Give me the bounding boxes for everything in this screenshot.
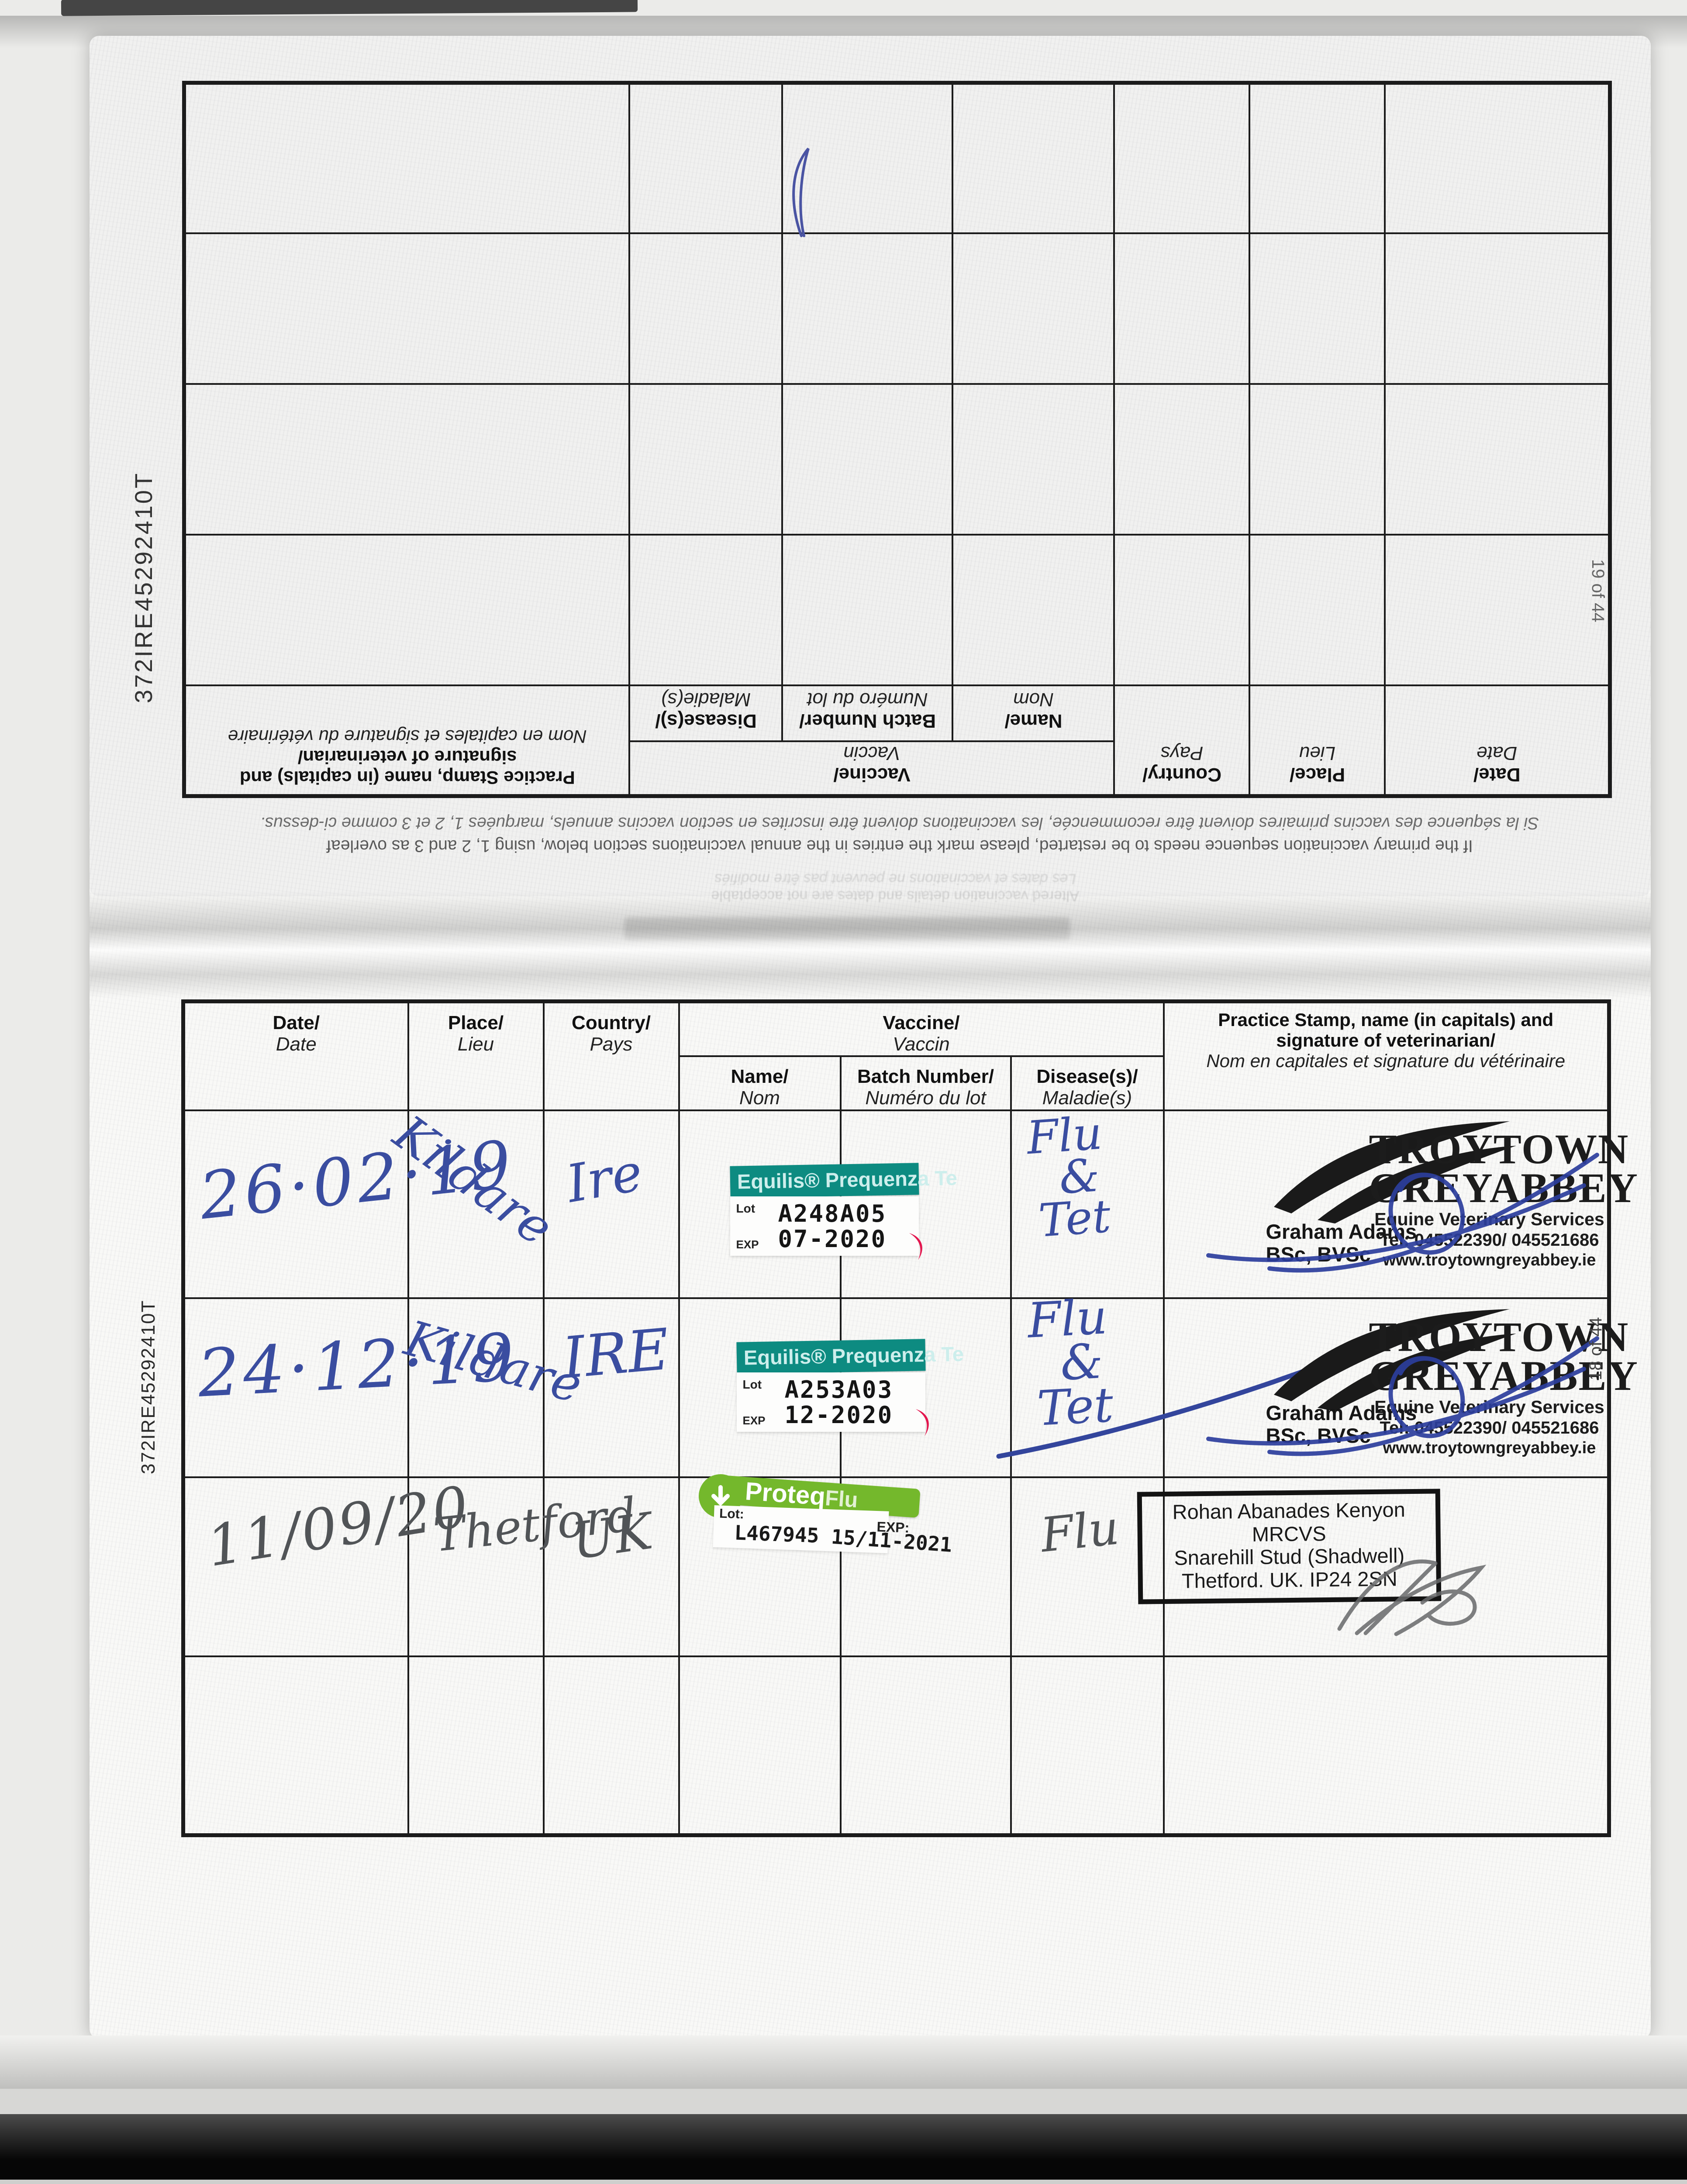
- vaccination-row-1: 26·02·19 Kildare Ire Equilis® Prequenza …: [182, 1105, 1638, 1299]
- header-country: Country/ Pays: [542, 1000, 680, 1111]
- vaccination-row-4-empty: [182, 1655, 1610, 1836]
- sleeve-edge-bottom: [0, 2035, 1687, 2089]
- cell-place: Kildare: [399, 1297, 588, 1478]
- header-date: Date/ Date: [1385, 685, 1610, 796]
- sleeve-edge-top: [61, 0, 638, 16]
- header-batch: Batch Number/ Numéro du lot: [839, 1055, 1012, 1111]
- proteq-arrow-icon: [711, 1485, 730, 1506]
- proteq-brand-bold: Proteq: [744, 1476, 826, 1511]
- cell-country: IRE: [542, 1297, 680, 1478]
- troytown-stamp: TROYTOWN GREYABBEY Equine Veterinary Ser…: [1165, 1299, 1638, 1476]
- empty-cell: [1385, 233, 1610, 384]
- page-fold: [90, 891, 1651, 998]
- header-name: Name/ Nom: [952, 685, 1114, 742]
- cell-date: 24·12·19: [182, 1297, 519, 1478]
- cell-practice-stamp: TROYTOWN GREYABBEY Equine Veterinary Ser…: [1163, 1109, 1638, 1299]
- empty-cell: [1385, 384, 1610, 535]
- vet-qualifications: MRCVS: [1252, 1521, 1326, 1546]
- vet-signature: [1206, 1152, 1599, 1272]
- handwritten-disease: Flu & Tet: [1025, 1106, 1112, 1248]
- cell-vaccine-name: ProteqFlu Lot: L467945 15/11-2021: [678, 1474, 952, 1657]
- cell-batch: [839, 1476, 1012, 1657]
- handwritten-country: IRE: [559, 1316, 672, 1391]
- scan-dark-band: [0, 2114, 1687, 2180]
- handwritten-country: Ire: [562, 1141, 647, 1214]
- header-date: Date/ Date: [182, 1000, 409, 1111]
- empty-cell: [1385, 83, 1610, 234]
- cell-place: Thetford: [407, 1476, 639, 1657]
- cell-place: Kildare: [383, 1105, 563, 1299]
- troytown-stamp: TROYTOWN GREYABBEY Equine Veterinary Ser…: [1165, 1111, 1638, 1297]
- vaccination-table-flipped: Date/ Date Place/ Lieu Country/ Pays Vac…: [182, 81, 1612, 798]
- page-number-top: 19 of 44: [1588, 559, 1608, 622]
- cell-country: UK: [542, 1476, 680, 1657]
- document-code-vertical-bottom: 372IRE45292410T: [138, 1299, 159, 1474]
- cell-disease: Flu: [1010, 1476, 1165, 1657]
- exp-label: EXP: [736, 1237, 759, 1251]
- flipped-top-page: Date/ Date Place/ Lieu Country/ Pays Vac…: [178, 81, 1612, 798]
- lot-label: Lot:: [719, 1506, 744, 1521]
- cell-batch: [839, 1297, 1012, 1478]
- vaccination-row-2: 24·12·19 Kildare IRE Equilis® Prequenza …: [182, 1289, 1638, 1478]
- header-name: Name/ Nom: [678, 1055, 842, 1111]
- vaccination-row-3: 11/09/20 Thetford UK Proteq Flu: [182, 1474, 1610, 1657]
- header-practice-stamp: Practice Stamp, name (in capitals) and s…: [1163, 1000, 1610, 1111]
- restart-note-en: If the primary vaccination sequence need…: [326, 836, 1473, 855]
- header-vaccine: Vaccine/ Vaccin: [678, 1000, 1165, 1057]
- lot-label: Lot: [736, 1201, 756, 1215]
- header-disease: Disease(s)/ Maladie(s): [629, 685, 783, 742]
- exp-label: EXP: [742, 1413, 766, 1427]
- document-code-vertical-top: 372IRE45292410T: [130, 471, 157, 703]
- scan-footer-strip: [0, 2180, 1687, 2184]
- sleeve-edge-bottom-2: [0, 2089, 1687, 2114]
- header-country: Country/ Pays: [1114, 685, 1250, 796]
- header-disease: Disease(s)/ Maladie(s): [1010, 1055, 1165, 1111]
- vaccination-page: Date/ Date Place/ Lieu Country/ Pays Vac…: [181, 999, 1638, 1838]
- vet-signature: [1206, 1336, 1599, 1456]
- vet-signature: [1337, 1559, 1486, 1636]
- header-vaccine: Vaccine/ Vaccin: [629, 741, 1114, 796]
- handwritten-country: UK: [568, 1502, 656, 1571]
- cell-practice-stamp: TROYTOWN GREYABBEY Equine Veterinary Ser…: [1163, 1297, 1638, 1478]
- practice-name-line1: TROYTOWN: [1369, 1313, 1629, 1360]
- pen-stroke-mark: [792, 148, 810, 237]
- practice-phone: Tel: 045522390/ 045521686: [1380, 1230, 1599, 1250]
- cell-batch: [839, 1109, 1012, 1299]
- practice-website: www.troytowngreyabbey.ie: [1383, 1439, 1596, 1458]
- header-batch: Batch Number/ Numéro du lot: [782, 685, 953, 742]
- cell-disease: Flu & Tet: [996, 1289, 1324, 1478]
- lot-label: Lot: [742, 1377, 762, 1391]
- vet-name: Rohan Abanades Kenyon: [1172, 1497, 1405, 1524]
- handwritten-place: Kildare: [383, 1104, 563, 1257]
- lot-number: L467945: [734, 1521, 819, 1547]
- restart-note: If the primary vaccination sequence need…: [227, 813, 1572, 855]
- proteqflu-sticker: ProteqFlu Lot: L467945 15/11-2021: [698, 1474, 952, 1570]
- handwritten-disease: Flu: [1038, 1500, 1121, 1563]
- troytown-wings-logo: [1273, 1309, 1516, 1411]
- cell-date: 11/09/20: [182, 1474, 475, 1657]
- restart-note-fr: Si la séquence des vaccins primaires doi…: [260, 814, 1539, 833]
- practice-website: www.troytowngreyabbey.ie: [1383, 1251, 1596, 1270]
- vaccination-table: Date/ Date Place/ Lieu Country/ Pays Vac…: [181, 999, 1638, 1838]
- cell-country: Ire: [542, 1109, 680, 1299]
- header-place: Place/ Lieu: [1249, 685, 1385, 796]
- cell-date: 26·02·19: [182, 1109, 518, 1299]
- troytown-wings-logo: [1273, 1121, 1516, 1223]
- header-place: Place/ Lieu: [407, 1000, 545, 1111]
- faded-note-fr: Les dates et vaccinations ne peuvent pas…: [714, 871, 1076, 887]
- cell-practice-stamp: Rohan Abanades Kenyon MRCVS Snarehill St…: [1137, 1476, 1610, 1657]
- page-number-bottom: 18 of 44: [1586, 1317, 1605, 1380]
- empty-cell: [182, 1655, 409, 1836]
- header-practice-stamp: Practice Stamp, name (in capitals) and s…: [184, 685, 630, 796]
- empty-cell: [1385, 535, 1610, 686]
- cell-vaccine-name: Equilis® Prequenza Te Lot A253A03 12-202…: [678, 1297, 964, 1478]
- cell-disease: Flu & Tet: [1010, 1106, 1165, 1299]
- cell-vaccine-name: Equilis® Prequenza Te Lot A248A05 07-202…: [678, 1109, 957, 1299]
